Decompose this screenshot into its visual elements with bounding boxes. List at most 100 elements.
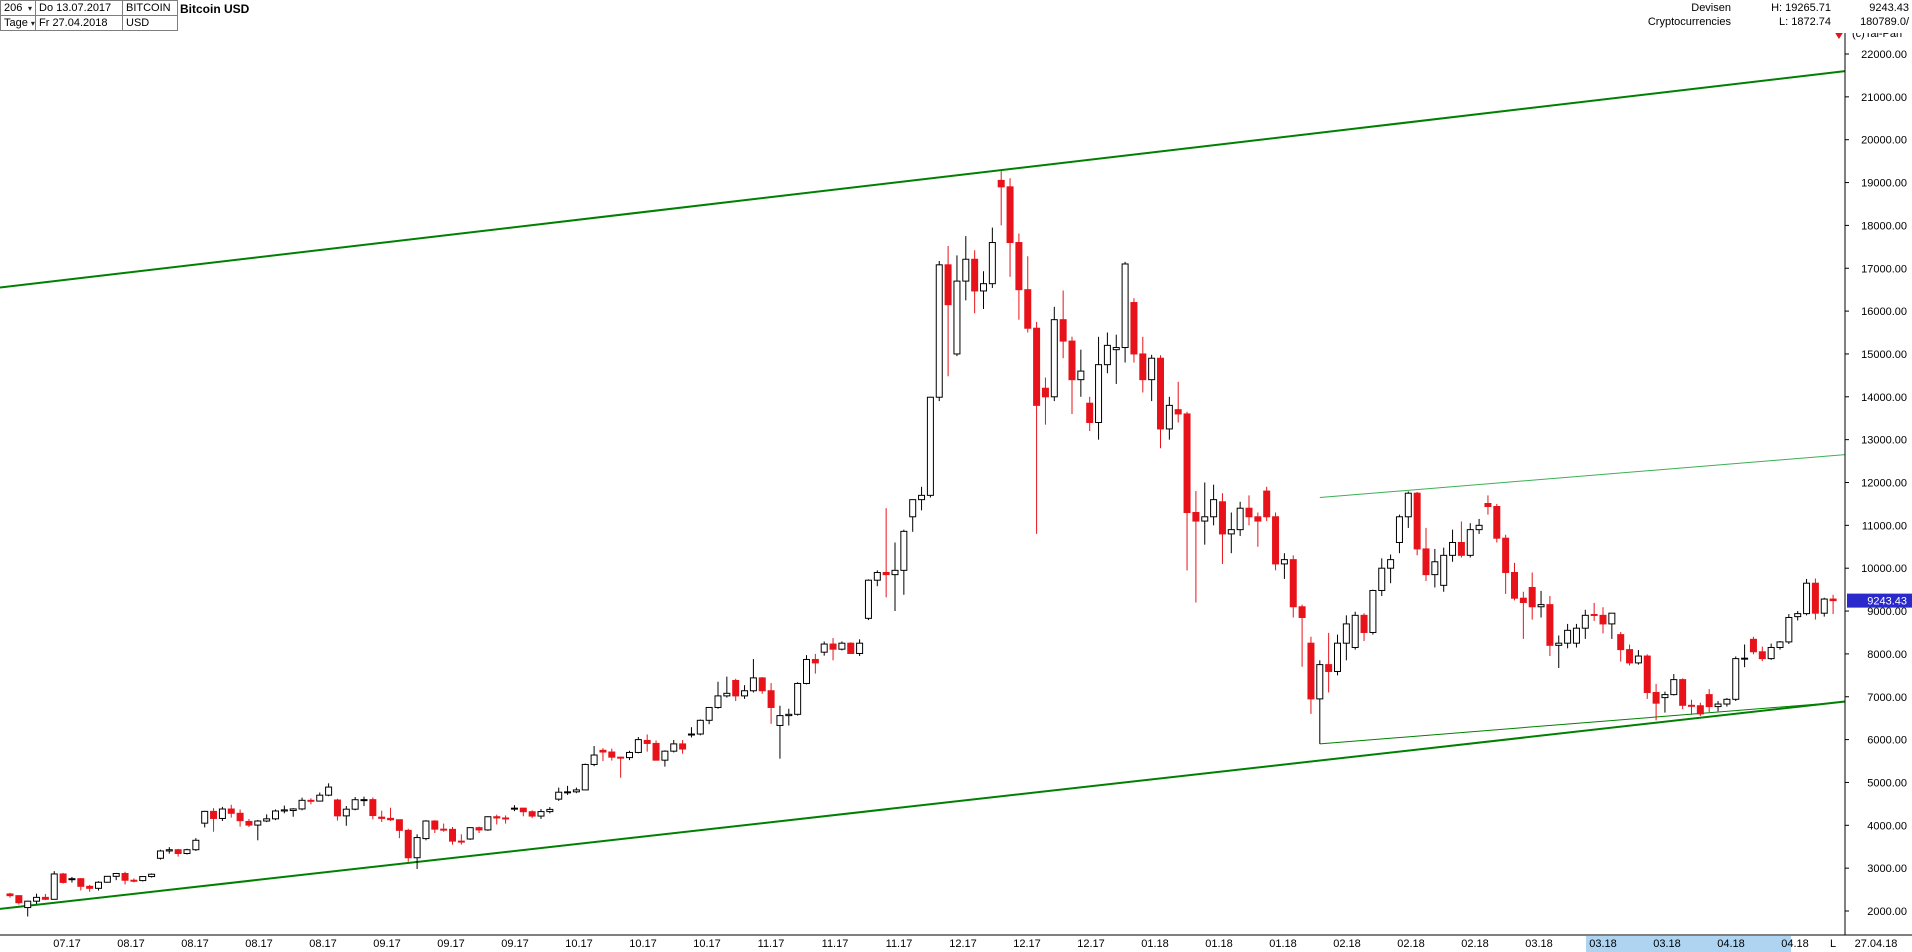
candle-body — [1095, 364, 1103, 424]
subcategory-label: Cryptocurrencies — [1647, 16, 1731, 28]
candle-body — [944, 264, 952, 306]
trendline-channel-upper[interactable] — [0, 70, 1846, 289]
candle-body — [210, 810, 218, 819]
candle-body — [1289, 559, 1297, 608]
start-date-field[interactable]: Do 13.07.2017 — [35, 0, 123, 16]
candle-body — [263, 818, 271, 822]
candle-body — [183, 849, 191, 854]
candle-body — [749, 677, 757, 692]
candle-body — [1803, 582, 1811, 615]
x-axis-label: 12.17 — [949, 938, 977, 950]
x-axis-label: 08.17 — [117, 938, 145, 950]
candle-body — [1440, 554, 1448, 586]
candle-body — [696, 719, 704, 735]
candle-body — [1767, 646, 1775, 660]
candle-body — [351, 799, 359, 810]
candle-body — [847, 642, 855, 654]
candle-body — [325, 786, 333, 796]
y-axis-label: 19000.00 — [1861, 178, 1907, 190]
x-axis-last-date-label: 27.04.18 — [1855, 938, 1898, 950]
candle-body — [1033, 327, 1041, 406]
trendline-wedge-lower[interactable] — [1319, 701, 1846, 745]
candle-body — [1342, 623, 1350, 644]
candle-body — [1785, 616, 1793, 643]
symbol-value: BITCOIN — [126, 1, 171, 14]
candle-body — [1227, 529, 1235, 535]
candle-body — [528, 811, 536, 817]
x-axis-label: 10.17 — [693, 938, 721, 950]
candle-body — [1307, 642, 1315, 700]
y-axis-label: 3000.00 — [1867, 863, 1907, 875]
candle-body — [785, 713, 793, 717]
candle-body — [484, 816, 492, 831]
y-axis-label: 22000.00 — [1861, 49, 1907, 61]
trendline-wedge-upper[interactable] — [1319, 454, 1846, 498]
candle-body — [1475, 524, 1483, 531]
chart-header: 206 ▾ Do 13.07.2017 BITCOIN Bitcoin USD … — [0, 0, 1912, 33]
candle-body — [705, 706, 713, 721]
candle-body — [1643, 655, 1651, 693]
range-low-label: L: 1872.74 — [1779, 16, 1831, 28]
chevron-down-icon: ▾ — [30, 18, 35, 28]
candle-body — [1006, 186, 1014, 244]
low-marker-label: L — [1830, 938, 1836, 950]
candle-body — [971, 258, 979, 292]
symbol-field[interactable]: BITCOIN — [122, 0, 178, 16]
candle-body — [1041, 387, 1049, 398]
candle-body — [1564, 629, 1572, 644]
y-axis-label: 18000.00 — [1861, 220, 1907, 232]
candle-body — [1245, 507, 1253, 518]
candle-body — [369, 799, 377, 817]
candle-body — [873, 571, 881, 581]
axis-selection-band[interactable] — [1586, 936, 1791, 952]
candle-body — [360, 799, 368, 802]
candle-body — [758, 677, 766, 692]
candle-body — [298, 799, 306, 810]
start-date-value: Do 13.07.2017 — [39, 1, 112, 14]
candle-body — [15, 895, 23, 904]
y-axis-label: 16000.00 — [1861, 306, 1907, 318]
candle-body — [413, 837, 421, 859]
trendline-channel-lower[interactable] — [0, 700, 1846, 910]
y-axis-label: 17000.00 — [1861, 263, 1907, 275]
candle-body — [1218, 501, 1226, 535]
x-axis-label: 08.17 — [309, 938, 337, 950]
candle-body — [1316, 664, 1324, 700]
candle-body — [1555, 642, 1563, 646]
candle-body — [829, 643, 837, 650]
candle-body — [1502, 537, 1510, 573]
x-axis-label: 01.18 — [1141, 938, 1169, 950]
x-axis-label: 03.18 — [1525, 938, 1553, 950]
candle-body — [732, 679, 740, 697]
candle-body — [1210, 499, 1218, 518]
candle-body — [1688, 704, 1695, 707]
candle-body — [227, 808, 235, 814]
candle-body — [1413, 492, 1421, 550]
candle-body — [634, 739, 642, 753]
candle-body — [679, 743, 687, 750]
candle-body — [245, 820, 253, 826]
candle-body — [608, 751, 616, 758]
end-date-field[interactable]: Fr 27.04.2018 — [35, 15, 123, 31]
currency-field: USD — [122, 15, 178, 31]
candle-body — [723, 692, 731, 697]
period-dropdown[interactable]: Tage ▾ — [0, 15, 36, 31]
y-axis-label: 13000.00 — [1861, 435, 1907, 447]
candle-body — [1369, 589, 1377, 633]
bars-count-dropdown[interactable]: 206 ▾ — [0, 0, 36, 16]
price-down-arrow-icon — [1834, 31, 1844, 39]
candle-body — [395, 819, 403, 831]
x-axis-label: 07.17 — [53, 938, 81, 950]
bars-count-value: 206 — [4, 1, 23, 14]
candle-body — [652, 742, 660, 761]
candle-body — [272, 810, 279, 820]
candle-body — [440, 828, 448, 831]
candle-body — [926, 396, 934, 496]
candle-body — [254, 820, 262, 826]
x-axis-label: 12.17 — [1013, 938, 1041, 950]
y-axis-label: 10000.00 — [1861, 563, 1907, 575]
candle-body — [590, 754, 598, 765]
candle-body — [864, 579, 872, 619]
candle-body — [148, 873, 156, 878]
